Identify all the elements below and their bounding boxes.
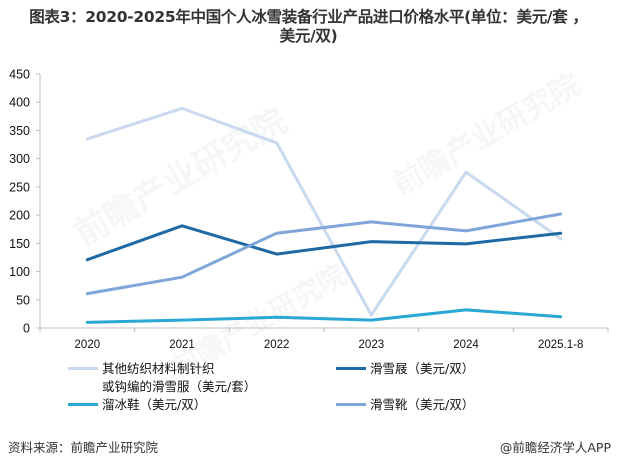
brand-credit: @前瞻经济学人APP bbox=[499, 440, 611, 455]
legend-item-ski-boot: 滑雪靴（美元/双） bbox=[336, 396, 474, 414]
y-tick-label: 0 bbox=[23, 322, 30, 336]
legend-label: 滑雪靴（美元/双） bbox=[370, 397, 475, 412]
chart-title: 图表3：2020-2025年中国个人冰雪装备行业产品进口价格水平(单位：美元/套… bbox=[0, 8, 617, 46]
legend-item-ski-suit: 其他纺织材料制针织 或钩编的滑雪服（美元/套） bbox=[68, 360, 256, 396]
chart-series bbox=[85, 106, 563, 324]
x-tick-label: 2022 bbox=[264, 339, 290, 351]
legend-swatch bbox=[68, 367, 98, 370]
series-line bbox=[85, 212, 563, 296]
legend-item-ski: 滑雪屐（美元/双） bbox=[336, 360, 474, 378]
series-line bbox=[85, 224, 563, 262]
y-tick-label: 450 bbox=[9, 68, 30, 82]
chart-legend: 其他纺织材料制针织 或钩编的滑雪服（美元/套） 滑雪屐（美元/双） 溜冰鞋（美元… bbox=[0, 360, 617, 420]
series-line bbox=[85, 308, 563, 324]
legend-label: 其他纺织材料制针织 或钩编的滑雪服（美元/套） bbox=[102, 361, 257, 394]
line-chart: 0 50 100 150 200 250 300 350 400 450 2020 2021 2022 2… bbox=[9, 68, 609, 351]
x-tick-label: 2024 bbox=[453, 339, 479, 351]
legend-label: 溜冰鞋（美元/双） bbox=[102, 397, 207, 412]
legend-swatch bbox=[68, 403, 98, 406]
legend-item-skate: 溜冰鞋（美元/双） bbox=[68, 396, 206, 414]
y-tick-label: 150 bbox=[9, 237, 30, 251]
legend-label: 滑雪屐（美元/双） bbox=[370, 361, 475, 376]
y-tick-label: 250 bbox=[9, 180, 30, 194]
series-line bbox=[85, 106, 563, 317]
x-tick-label: 2023 bbox=[359, 339, 385, 351]
x-tick-label: 2025.1-8 bbox=[538, 339, 583, 351]
chart-title-line1: 图表3：2020-2025年中国个人冰雪装备行业产品进口价格水平(单位：美元/套… bbox=[29, 8, 588, 26]
legend-swatch bbox=[336, 367, 366, 370]
x-tick-label: 2020 bbox=[75, 339, 101, 351]
source-note: 资料来源：前瞻产业研究院 bbox=[8, 440, 159, 455]
chart-axes: 0 50 100 150 200 250 300 350 400 450 2020 2021 2022 2… bbox=[9, 68, 609, 351]
legend-swatch bbox=[336, 403, 366, 406]
chart-title-line2: 美元/双) bbox=[279, 27, 338, 45]
y-tick-label: 300 bbox=[9, 152, 30, 166]
y-tick-label: 350 bbox=[9, 124, 30, 138]
y-tick-label: 50 bbox=[16, 293, 30, 307]
x-tick-label: 2021 bbox=[169, 339, 195, 351]
y-tick-label: 400 bbox=[9, 96, 30, 110]
y-tick-label: 200 bbox=[9, 209, 30, 223]
y-tick-label: 100 bbox=[9, 265, 30, 279]
